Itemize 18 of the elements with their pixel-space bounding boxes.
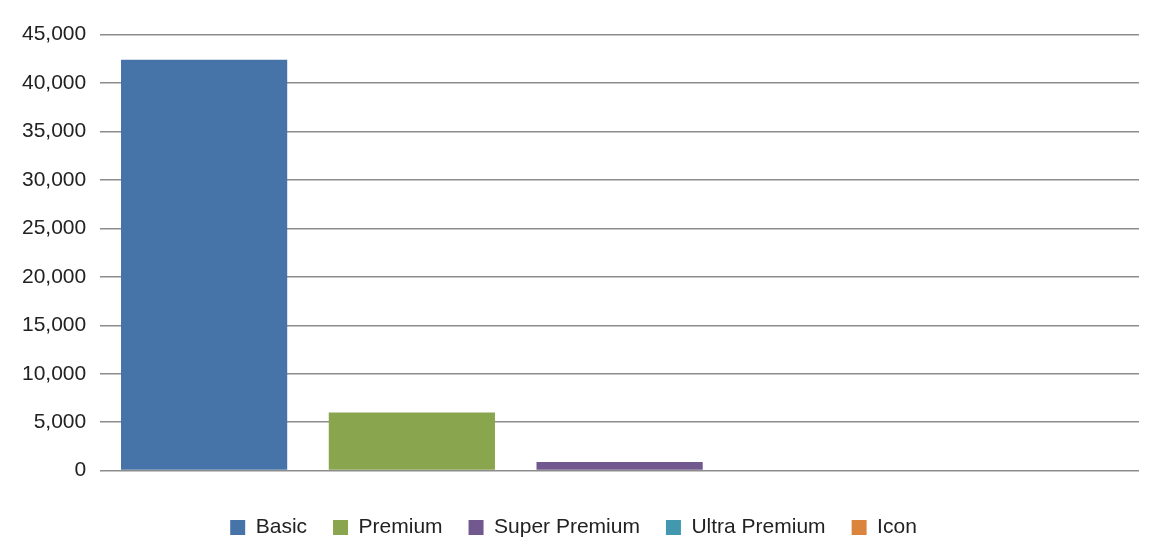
y-tick-label: 15,000 <box>22 312 87 336</box>
y-tick-label: 45,000 <box>22 21 87 45</box>
bar <box>121 59 288 470</box>
y-tick-label: 25,000 <box>22 215 87 239</box>
y-tick-label: 10,000 <box>22 360 87 384</box>
y-tick-label: 5,000 <box>33 408 87 432</box>
y-tick-label: 0 <box>74 457 87 481</box>
y-tick-label: 35,000 <box>22 118 87 142</box>
legend-label: Icon <box>877 514 917 538</box>
y-tick-label: 30,000 <box>22 166 87 190</box>
legend-label: Premium <box>358 514 443 538</box>
legend-label: Basic <box>255 514 308 538</box>
legend-label: Ultra Premium <box>691 514 826 538</box>
y-tick-label: 40,000 <box>22 69 87 93</box>
y-tick-label: 20,000 <box>22 263 87 287</box>
bar <box>328 412 495 470</box>
bar <box>536 461 703 470</box>
legend-label: Super Premium <box>494 514 640 538</box>
